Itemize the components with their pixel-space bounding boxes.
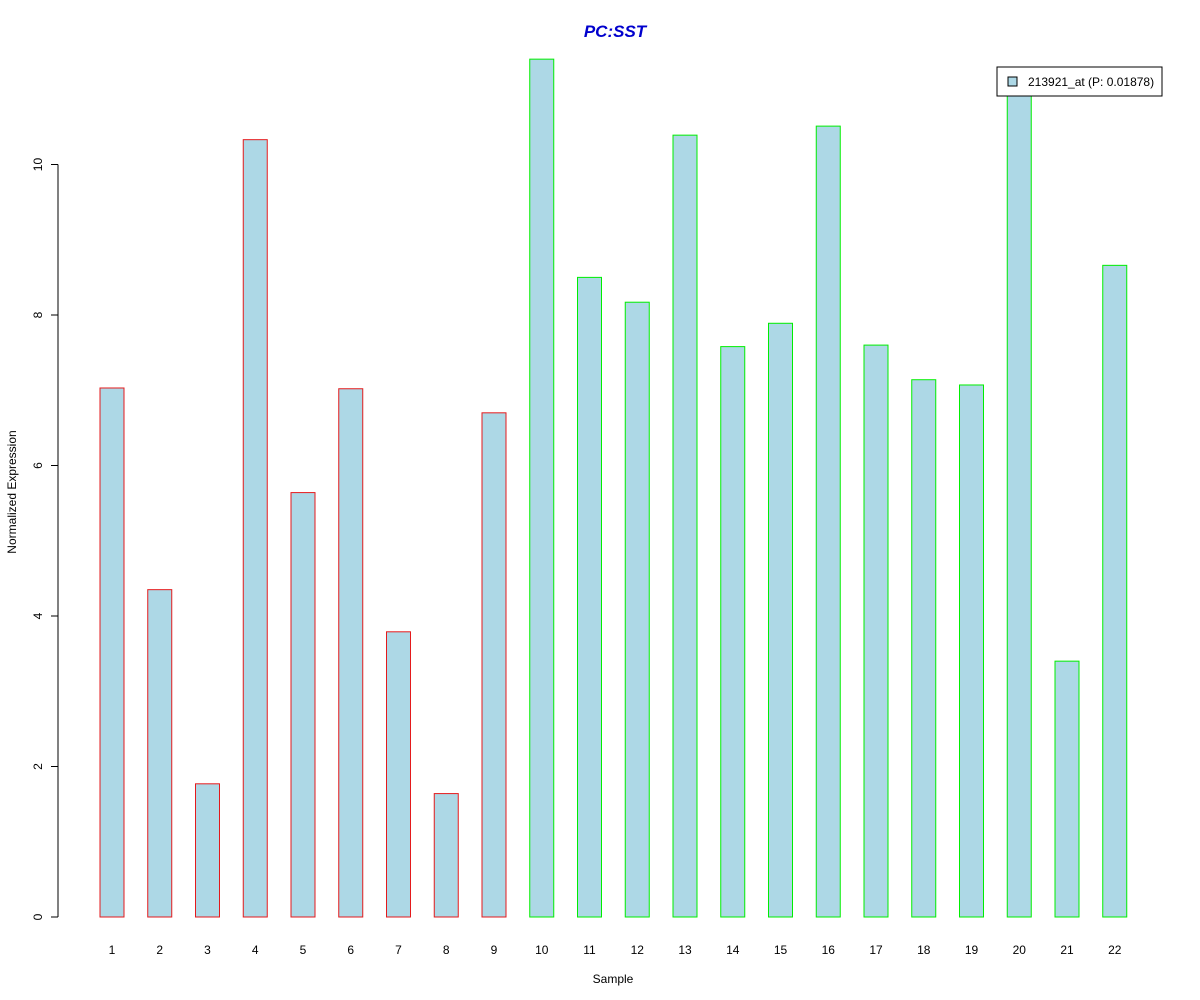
- bar-sample-17: [863, 344, 889, 918]
- y-tick-label: 0: [31, 913, 45, 920]
- x-tick-label-10: 10: [535, 943, 549, 957]
- bar-sample-12: [624, 301, 650, 918]
- legend-swatch: [1007, 76, 1018, 87]
- bar-sample-21: [1054, 660, 1080, 918]
- y-tick-label: 2: [31, 763, 45, 770]
- bar-sample-15: [768, 322, 793, 918]
- x-tick-label-16: 16: [822, 943, 836, 957]
- bar-sample-10: [529, 58, 555, 918]
- bar-sample-5: [290, 492, 316, 918]
- y-tick-label: 8: [31, 311, 45, 318]
- x-tick-label-14: 14: [726, 943, 740, 957]
- x-tick-label-1: 1: [109, 943, 116, 957]
- bar-sample-20: [1006, 81, 1032, 918]
- x-tick-label-13: 13: [678, 943, 692, 957]
- y-tick-label: 10: [31, 158, 45, 172]
- bars-group: [99, 58, 1128, 918]
- x-tick-label-3: 3: [204, 943, 211, 957]
- bar-sample-1: [99, 387, 125, 918]
- x-tick-label-20: 20: [1013, 943, 1027, 957]
- x-tick-label-7: 7: [395, 943, 402, 957]
- bar-sample-2: [147, 589, 173, 918]
- y-tick-label: 6: [31, 462, 45, 469]
- bar-sample-19: [959, 384, 984, 918]
- legend: 213921_at (P: 0.01878): [996, 66, 1163, 97]
- x-tick-label-11: 11: [583, 943, 596, 957]
- bar-sample-7: [386, 631, 411, 918]
- x-tick-label-19: 19: [965, 943, 979, 957]
- y-axis: 0 2 4 6 8 10: [31, 158, 59, 920]
- bar-sample-8: [433, 793, 459, 918]
- bar-sample-14: [720, 346, 746, 918]
- bar-sample-9: [481, 412, 507, 918]
- bar-sample-6: [338, 388, 364, 918]
- x-tick-label-15: 15: [774, 943, 788, 957]
- x-tick-label-5: 5: [300, 943, 307, 957]
- x-tick-label-8: 8: [443, 943, 450, 957]
- bar-sample-11: [577, 276, 602, 918]
- y-axis-title: Normalized Expression: [5, 430, 19, 553]
- legend-box: [996, 66, 1163, 97]
- bar-sample-3: [195, 783, 220, 918]
- x-tick-label-9: 9: [491, 943, 498, 957]
- x-tick-label-22: 22: [1108, 943, 1122, 957]
- y-tick-label: 4: [31, 612, 45, 619]
- bar-sample-22: [1102, 264, 1128, 918]
- x-tick-label-21: 21: [1060, 943, 1074, 957]
- bar-sample-13: [672, 134, 698, 918]
- bar-sample-4: [242, 139, 268, 918]
- x-tick-label-12: 12: [631, 943, 645, 957]
- x-tick-label-6: 6: [347, 943, 354, 957]
- x-axis-title: Sample: [593, 972, 634, 986]
- x-tick-label-18: 18: [917, 943, 931, 957]
- x-tick-label-17: 17: [869, 943, 883, 957]
- bar-sample-16: [815, 125, 841, 918]
- legend-label: 213921_at (P: 0.01878): [1028, 75, 1154, 89]
- chart-title: PC:SST: [584, 22, 648, 41]
- x-tick-labels: 1 2 3 4 5 6 7 8 9 10 11 12 13 14 15 16 17 18 19 20 21 22: [109, 943, 1122, 957]
- bar-sample-18: [911, 379, 937, 918]
- x-tick-label-2: 2: [156, 943, 163, 957]
- x-tick-label-4: 4: [252, 943, 259, 957]
